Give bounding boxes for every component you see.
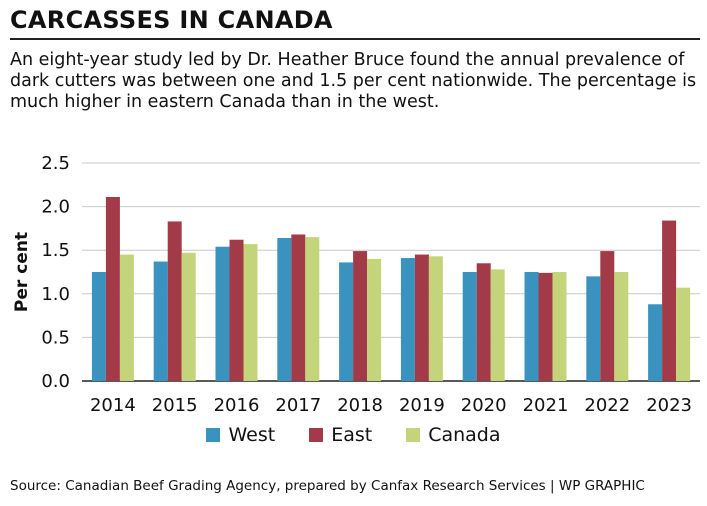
bar-east	[414, 254, 429, 381]
chart-legend: West East Canada	[0, 424, 707, 446]
bar-west	[215, 246, 230, 381]
bar-canada	[614, 272, 629, 381]
bar-east	[538, 272, 553, 381]
bar-east	[167, 221, 182, 381]
x-tick-label: 2014	[90, 395, 136, 416]
x-tick-label: 2018	[337, 395, 383, 416]
chart-subtitle: An eight-year study led by Dr. Heather B…	[10, 50, 697, 112]
y-tick-label: 0.5	[41, 327, 70, 348]
legend-swatch-canada	[406, 428, 421, 442]
x-tick-label: 2022	[584, 395, 630, 416]
bar-canada	[305, 237, 320, 381]
bar-east	[662, 220, 677, 381]
bar-west	[400, 258, 415, 381]
bar-chart: 0.0 0.5 1.0 1.5 2.0 2.5 Per cent 2014 2015 2016 20…	[12, 153, 700, 416]
x-tick-label: 2021	[523, 395, 569, 416]
x-tick-label: 2015	[152, 395, 198, 416]
bar-canada	[367, 258, 382, 381]
y-tick-label: 2.0	[41, 197, 70, 218]
bar-canada	[428, 256, 443, 381]
legend-label-east: East	[331, 424, 373, 446]
bar-west	[462, 272, 477, 381]
bar-west	[524, 272, 539, 381]
legend-item-canada: Canada	[406, 424, 501, 446]
x-tick-label: 2017	[275, 395, 321, 416]
bar-west	[586, 276, 601, 381]
title-bar: CARCASSES IN CANADA	[10, 6, 700, 40]
bar-east	[476, 263, 491, 381]
bar-west	[91, 272, 106, 381]
y-tick-label: 2.5	[41, 153, 70, 174]
x-tick-label: 2016	[214, 395, 260, 416]
bar-east	[291, 234, 306, 381]
y-tick-label: 1.0	[41, 284, 70, 305]
legend-item-west: West	[206, 424, 275, 446]
bar-east	[105, 197, 120, 381]
legend-item-east: East	[309, 424, 372, 446]
bar-east	[229, 239, 244, 381]
bar-canada	[243, 244, 258, 381]
bar-canada	[490, 269, 505, 381]
source-note: Source: Canadian Beef Grading Agency, pr…	[10, 478, 645, 494]
x-tick-label: 2023	[646, 395, 692, 416]
y-tick-label: 1.5	[41, 240, 70, 261]
x-tick-label: 2020	[461, 395, 507, 416]
legend-swatch-east	[309, 428, 324, 442]
bar-west	[339, 262, 354, 381]
bar-west	[277, 237, 292, 381]
bar-west	[153, 261, 168, 381]
bar-canada	[119, 254, 134, 381]
bar-west	[648, 304, 663, 381]
y-tick-label: 0.0	[41, 371, 70, 392]
legend-swatch-west	[206, 428, 221, 442]
bar-canada	[552, 272, 567, 381]
bar-canada	[676, 287, 691, 381]
legend-label-west: West	[228, 424, 276, 446]
x-tick-label: 2019	[399, 395, 445, 416]
bar-east	[600, 251, 615, 381]
y-axis-label: Per cent	[12, 232, 32, 312]
legend-label-canada: Canada	[428, 424, 501, 446]
bar-canada	[181, 252, 196, 381]
chart-title: CARCASSES IN CANADA	[10, 6, 333, 34]
bar-east	[353, 251, 368, 381]
